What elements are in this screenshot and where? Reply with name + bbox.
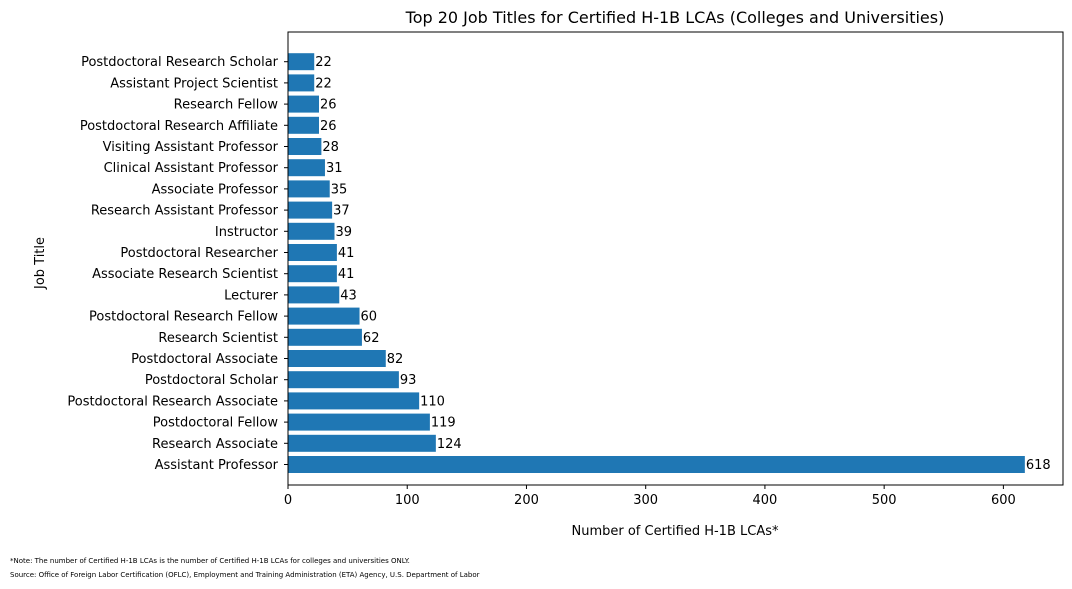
bar-value-label: 39 [336,225,353,240]
y-tick-label: Postdoctoral Scholar [145,373,279,388]
bar [288,392,420,410]
x-tick-label: 300 [633,493,658,508]
bar [288,244,337,261]
bar-value-label: 31 [326,161,343,176]
y-tick-label: Postdoctoral Fellow [153,416,279,431]
y-tick-label: Postdoctoral Researcher [120,246,278,261]
bar-value-label: 37 [333,204,350,219]
plot-frame [287,31,1064,486]
chart-title: Top 20 Job Titles for Certified H-1B LCA… [405,8,945,27]
bar [288,74,315,92]
bar [288,371,399,389]
x-tick-label: 600 [991,493,1016,508]
y-tick-label: Research Associate [152,437,278,452]
bar [288,222,335,240]
x-tick-label: 200 [514,493,539,508]
bar [288,180,330,198]
x-axis-label: Number of Certified H-1B LCAs* [572,524,779,539]
y-axis: Assistant Professor Research Associate Pos… [67,55,288,473]
x-tick-label: 500 [872,493,897,508]
bar-value-label: 35 [331,182,348,197]
bar-value-label: 41 [338,267,355,282]
bar [288,328,362,346]
y-tick-label: Research Assistant Professor [91,204,279,219]
y-tick-label: Research Scientist [158,331,278,346]
bar-value-label: 43 [340,288,357,303]
bar [288,350,386,367]
bar [288,307,360,325]
bar [288,286,340,304]
bar [288,413,430,431]
footnote-source: Source: Office of Foreign Labor Certific… [10,571,480,579]
bar-value-label: 124 [437,437,462,452]
x-axis: 0 100 200 300 400 500 600 [284,485,1016,508]
y-tick-label: Visiting Assistant Professor [103,140,279,155]
y-tick-label: Postdoctoral Research Scholar [81,55,279,70]
bar [288,138,322,155]
footnote-note: *Note: The number of Certified H-1B LCAs… [10,557,410,565]
bar-value-label: 22 [315,76,332,91]
bar [288,116,319,134]
y-tick-label: Postdoctoral Research Fellow [89,310,278,325]
y-tick-label: Associate Professor [152,182,279,197]
y-tick-label: Clinical Assistant Professor [104,161,279,176]
y-tick-label: Lecturer [224,288,279,303]
bar [288,53,315,71]
bar-value-label: 618 [1026,458,1051,473]
y-tick-label: Postdoctoral Research Associate [67,394,278,409]
x-tick-label: 100 [395,493,420,508]
y-tick-label: Assistant Project Scientist [110,76,278,91]
y-tick-label: Instructor [215,225,279,240]
bar-value-label: 41 [338,246,355,261]
x-tick-label: 400 [753,493,778,508]
y-tick-label: Assistant Professor [155,458,279,473]
bar-value-label: 26 [320,98,337,113]
bar [288,201,333,219]
bar-value-label: 62 [363,331,380,346]
bar-value-label: 26 [320,119,337,134]
bar-value-label: 22 [315,55,332,70]
y-axis-label: Job Title [33,237,48,290]
bar-value-label: 93 [400,373,417,388]
bar-value-label: 28 [322,140,339,155]
bar [288,95,319,113]
bar [288,265,337,283]
bar-value-label: 82 [387,352,404,367]
y-tick-label: Postdoctoral Associate [131,352,278,367]
y-tick-label: Research Fellow [174,98,279,113]
y-tick-label: Postdoctoral Research Affiliate [80,119,278,134]
y-tick-label: Associate Research Scientist [92,267,278,282]
bar [288,456,1025,473]
bar [288,434,436,452]
bar-value-label: 119 [431,416,456,431]
bar [288,159,325,177]
bar-value-label: 110 [420,394,445,409]
x-tick-label: 0 [284,493,292,508]
bar-value-label: 60 [361,310,378,325]
